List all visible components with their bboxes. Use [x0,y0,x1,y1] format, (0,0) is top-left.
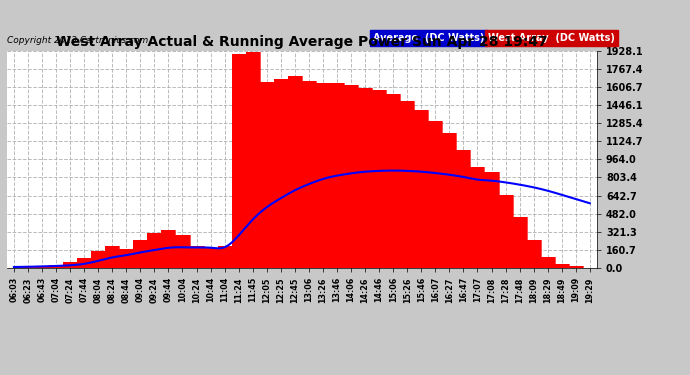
Title: West Array Actual & Running Average Power Sun Apr 28 19:47: West Array Actual & Running Average Powe… [56,36,548,50]
Text: West Array  (DC Watts): West Array (DC Watts) [488,33,615,43]
Text: Copyright 2013 Cartronics.com: Copyright 2013 Cartronics.com [7,36,148,45]
Text: Average  (DC Watts): Average (DC Watts) [373,33,484,43]
